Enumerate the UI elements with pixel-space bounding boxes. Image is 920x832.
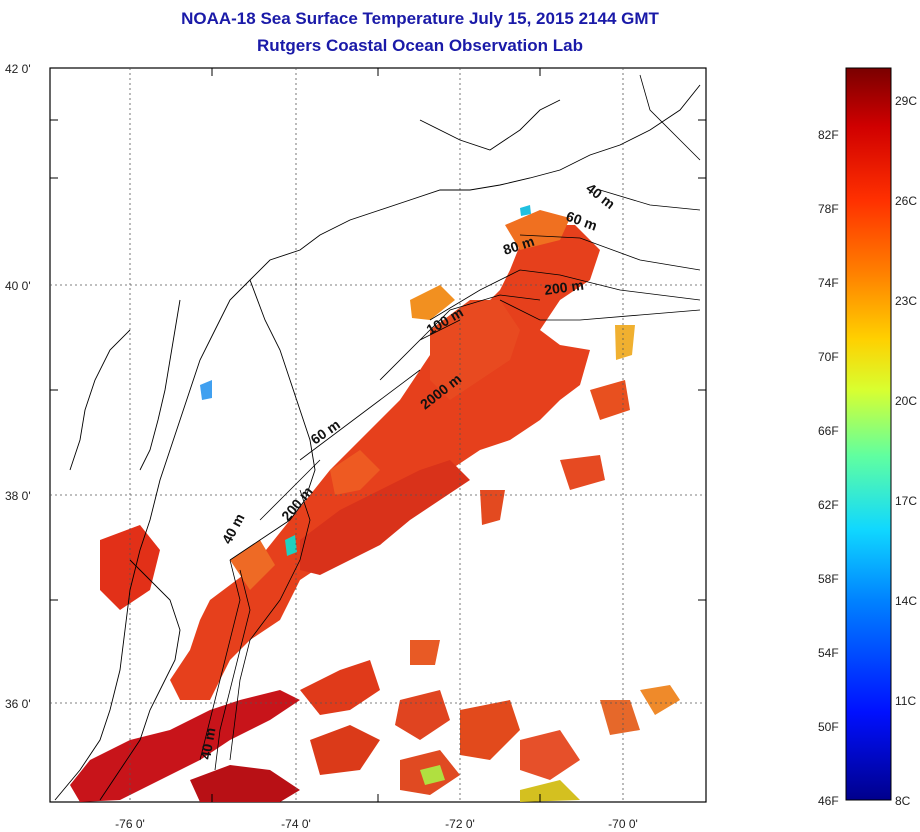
lat-label: 36 0' [5, 697, 31, 711]
bathymetry-contours [199, 74, 701, 771]
colorbar-c-label: 11C [895, 694, 917, 708]
colorbar-c-label: 17C [895, 494, 918, 508]
colorbar-f-label: 66F [818, 424, 839, 438]
depth-label: 40 m [197, 726, 218, 760]
depth-label: 200 m [543, 277, 585, 298]
lon-label: -74 0' [281, 817, 311, 831]
colorbar-f-label: 54F [818, 646, 839, 660]
colorbar-f-label: 58F [818, 572, 839, 586]
colorbar-f-label: 46F [818, 794, 839, 808]
map-subtitle: Rutgers Coastal Ocean Observation Lab [257, 36, 583, 55]
lon-label: -76 0' [115, 817, 145, 831]
lon-label: -72 0' [445, 817, 475, 831]
map-title: NOAA-18 Sea Surface Temperature July 15,… [181, 9, 659, 28]
colorbar-c-label: 23C [895, 294, 918, 308]
colorbar-f-label: 70F [818, 350, 839, 364]
colorbar-c-label: 29C [895, 94, 918, 108]
colorbar-f-label: 50F [818, 720, 839, 734]
colorbar-f-label: 74F [818, 276, 839, 290]
colorbar-f-label: 78F [818, 202, 839, 216]
colorbar [845, 67, 892, 801]
axis-ticks [50, 68, 707, 802]
lat-label: 38 0' [5, 489, 31, 503]
lat-label: 42 0' [5, 62, 31, 76]
colorbar-c-label: 14C [895, 594, 918, 608]
sst-data-layer [70, 205, 680, 802]
lon-label: -70 0' [608, 817, 638, 831]
graticule [50, 68, 706, 802]
colorbar-c-label: 26C [895, 194, 918, 208]
coastline [54, 84, 701, 801]
colorbar-f-label: 82F [818, 128, 839, 142]
colorbar-f-label: 62F [818, 498, 839, 512]
lat-label: 40 0' [5, 279, 31, 293]
colorbar-c-label: 20C [895, 394, 918, 408]
colorbar-c-label: 8C [895, 794, 911, 808]
